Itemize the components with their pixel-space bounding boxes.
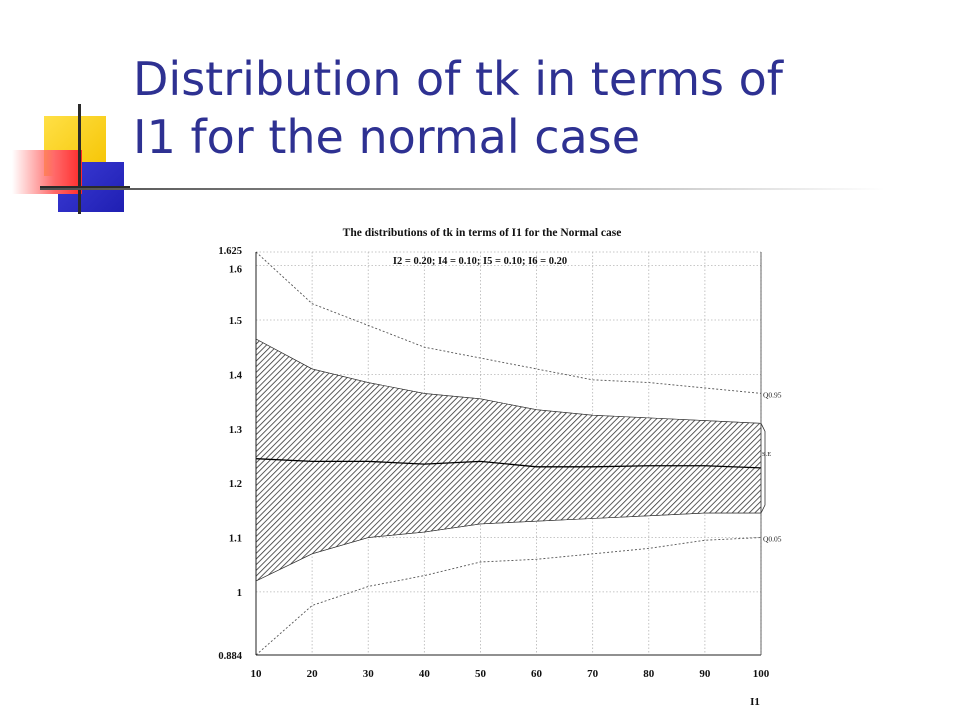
q005-line <box>255 537 762 656</box>
se-band-area <box>255 338 762 582</box>
y-tick-label-7: 1.6 <box>229 265 242 276</box>
y-tick-label-0: 0.884 <box>218 651 242 662</box>
x-tick-label-7: 80 <box>643 668 655 680</box>
se-lower-line <box>255 512 761 582</box>
y-tick-label-2: 1.1 <box>229 534 242 545</box>
se-bracket <box>760 423 766 514</box>
chart-subtitle: I2 = 0.20; I4 = 0.10; I5 = 0.10; I6 = 0.… <box>393 256 567 267</box>
chart-title: The distributions of tk in terms of I1 f… <box>343 227 622 239</box>
slide-title: Distribution of tk in terms of I1 for th… <box>133 50 933 166</box>
title-underline <box>40 188 885 190</box>
y-tick-label-8: 1.625 <box>218 246 242 257</box>
y-tick-label-4: 1.3 <box>229 425 242 436</box>
decor-horizontal-line <box>40 186 130 188</box>
series-label-q005: Q0.05 <box>763 535 782 544</box>
se-label: S.E <box>762 451 771 458</box>
series-lines <box>255 251 762 656</box>
tick-labels: Q0.95 Q0.05 S.E 10 20 30 40 50 60 70 80 90 100 0.884 1… <box>218 246 781 680</box>
x-tick-label-5: 60 <box>531 668 543 680</box>
decor-vertical-line <box>78 104 81 214</box>
y-tick-label-1: 1 <box>237 588 242 599</box>
x-tick-label-2: 30 <box>363 668 375 680</box>
se-upper-line <box>255 338 762 424</box>
x-tick-label-1: 20 <box>307 668 319 680</box>
slide-title-line-1: Distribution of tk in terms of <box>133 52 783 106</box>
x-tick-label-3: 40 <box>419 668 431 680</box>
x-tick-label-8: 90 <box>699 668 711 680</box>
x-tick-label-6: 70 <box>587 668 599 680</box>
q095-line <box>255 251 762 394</box>
y-tick-label-3: 1.2 <box>229 479 242 490</box>
y-tick-label-6: 1.5 <box>229 316 242 327</box>
x-tick-label-0: 10 <box>251 668 263 680</box>
se-band <box>255 338 762 582</box>
slide-title-line-2: I1 for the normal case <box>133 110 640 164</box>
y-tick-label-5: 1.4 <box>229 370 243 381</box>
x-tick-label-4: 50 <box>475 668 487 680</box>
x-tick-label-9: 100 <box>753 668 770 680</box>
x-axis-label: I1 <box>750 696 760 708</box>
series-label-q095: Q0.95 <box>763 390 782 399</box>
axes <box>255 252 766 656</box>
mean-line <box>255 458 762 469</box>
